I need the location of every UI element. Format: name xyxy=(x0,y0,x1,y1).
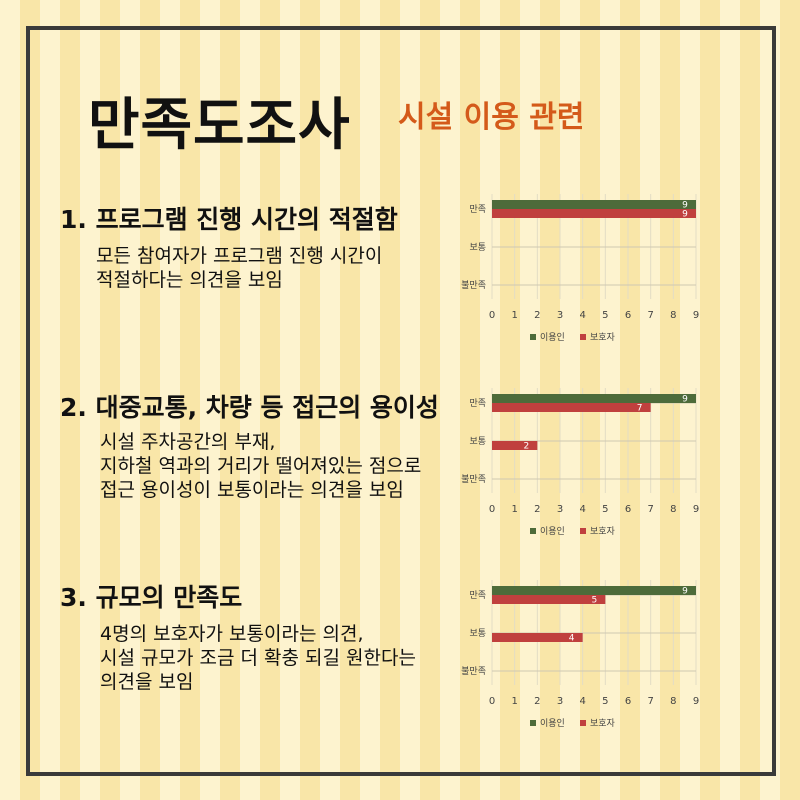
section-1-body: 모든 참여자가 프로그램 진행 시간이 적절하다는 의견을 보임 xyxy=(96,244,382,292)
category-label: 불만족 xyxy=(461,666,486,677)
category-label: 보통 xyxy=(469,628,486,639)
section-2-body-line: 지하철 역과의 거리가 떨어져있는 점으로 xyxy=(100,455,422,477)
legend-label: 보호자 xyxy=(590,718,616,729)
legend-swatch xyxy=(530,720,536,726)
data-label: 7 xyxy=(637,404,643,414)
data-label: 9 xyxy=(682,201,688,211)
page-frame xyxy=(26,26,776,776)
tick-label: 7 xyxy=(647,696,653,707)
category-label: 불만족 xyxy=(461,474,486,485)
tick-label: 3 xyxy=(557,310,563,321)
bar-guardian xyxy=(492,595,606,604)
tick-label: 0 xyxy=(489,504,495,515)
tick-label: 6 xyxy=(625,696,631,707)
section-3-body-line: 시설 규모가 조금 더 확충 되길 원한다는 xyxy=(100,647,416,669)
tick-label: 1 xyxy=(511,310,517,321)
bar-user xyxy=(492,200,696,209)
section-3-body-line: 4명의 보호자가 보통이라는 의견, xyxy=(100,623,364,645)
legend-label: 이용인 xyxy=(540,332,565,343)
tick-label: 6 xyxy=(625,504,631,515)
page-subtitle: 시설 이용 관련 xyxy=(398,100,585,135)
legend-label: 보호자 xyxy=(590,526,616,537)
data-label: 9 xyxy=(682,587,688,597)
data-label: 9 xyxy=(682,395,688,405)
tick-label: 8 xyxy=(670,504,676,515)
section-3-body-line: 의견을 보임 xyxy=(100,671,194,693)
tick-label: 3 xyxy=(557,696,563,707)
tick-label: 6 xyxy=(625,310,631,321)
bar-user xyxy=(492,586,696,595)
bar-guardian xyxy=(492,441,538,450)
tick-label: 2 xyxy=(534,310,540,321)
tick-label: 0 xyxy=(489,696,495,707)
tick-label: 5 xyxy=(602,310,608,321)
tick-label: 1 xyxy=(511,696,517,707)
page-title: 만족도조사 xyxy=(88,93,351,158)
legend-swatch xyxy=(580,720,586,726)
section-3-body: 4명의 보호자가 보통이라는 의견, 시설 규모가 조금 더 확충 되길 원한다… xyxy=(100,622,416,694)
tick-label: 4 xyxy=(579,310,585,321)
data-label: 2 xyxy=(523,442,529,452)
category-label: 만족 xyxy=(469,590,486,601)
tick-label: 4 xyxy=(579,504,585,515)
category-label: 불만족 xyxy=(461,280,486,291)
legend-label: 이용인 xyxy=(540,526,565,537)
tick-label: 1 xyxy=(511,504,517,515)
tick-label: 5 xyxy=(602,696,608,707)
category-label: 만족 xyxy=(469,398,486,409)
data-label: 9 xyxy=(682,210,688,220)
tick-label: 7 xyxy=(647,310,653,321)
section-2-body-line: 시설 주차공간의 부재, xyxy=(100,431,276,453)
tick-label: 8 xyxy=(670,310,676,321)
section-1-body-line: 적절하다는 의견을 보임 xyxy=(96,269,283,291)
tick-label: 9 xyxy=(693,696,699,707)
legend-swatch xyxy=(580,334,586,340)
section-3-heading: 3. 규모의 만족도 xyxy=(60,583,243,612)
category-label: 만족 xyxy=(469,204,486,215)
section-2-body: 시설 주차공간의 부재, 지하철 역과의 거리가 떨어져있는 점으로 접근 용이… xyxy=(100,430,421,502)
tick-label: 0 xyxy=(489,310,495,321)
section-1-body-line: 모든 참여자가 프로그램 진행 시간이 xyxy=(96,245,383,267)
tick-label: 2 xyxy=(534,504,540,515)
legend-label: 보호자 xyxy=(590,332,616,343)
tick-label: 8 xyxy=(670,696,676,707)
data-label: 4 xyxy=(569,634,575,644)
bar-user xyxy=(492,394,696,403)
tick-label: 9 xyxy=(693,504,699,515)
chart-accessibility: 만족 9 7 보통 2 불만족 0 1 2 3 4 5 6 7 8 9 이용인 보호자 xyxy=(461,388,699,537)
tick-label: 3 xyxy=(557,504,563,515)
tick-label: 4 xyxy=(579,696,585,707)
section-2-body-line: 접근 용이성이 보통이라는 의견을 보임 xyxy=(100,479,404,501)
legend-swatch xyxy=(530,528,536,534)
tick-label: 5 xyxy=(602,504,608,515)
legend-label: 이용인 xyxy=(540,718,565,729)
data-label: 5 xyxy=(591,596,597,606)
legend-swatch xyxy=(580,528,586,534)
section-1-heading: 1. 프로그램 진행 시간의 적절함 xyxy=(60,205,398,234)
chart-facility-size: 만족 9 5 보통 4 불만족 0 1 2 3 4 5 6 7 8 9 이용인 보호자 xyxy=(461,580,699,729)
tick-label: 9 xyxy=(693,310,699,321)
category-label: 보통 xyxy=(469,242,486,253)
tick-label: 7 xyxy=(647,504,653,515)
section-2-heading: 2. 대중교통, 차량 등 접근의 용이성 xyxy=(60,393,439,422)
category-label: 보통 xyxy=(469,436,486,447)
bar-guardian xyxy=(492,209,696,218)
bar-guardian xyxy=(492,403,651,412)
tick-label: 2 xyxy=(534,696,540,707)
legend-swatch xyxy=(530,334,536,340)
bar-guardian xyxy=(492,633,583,642)
